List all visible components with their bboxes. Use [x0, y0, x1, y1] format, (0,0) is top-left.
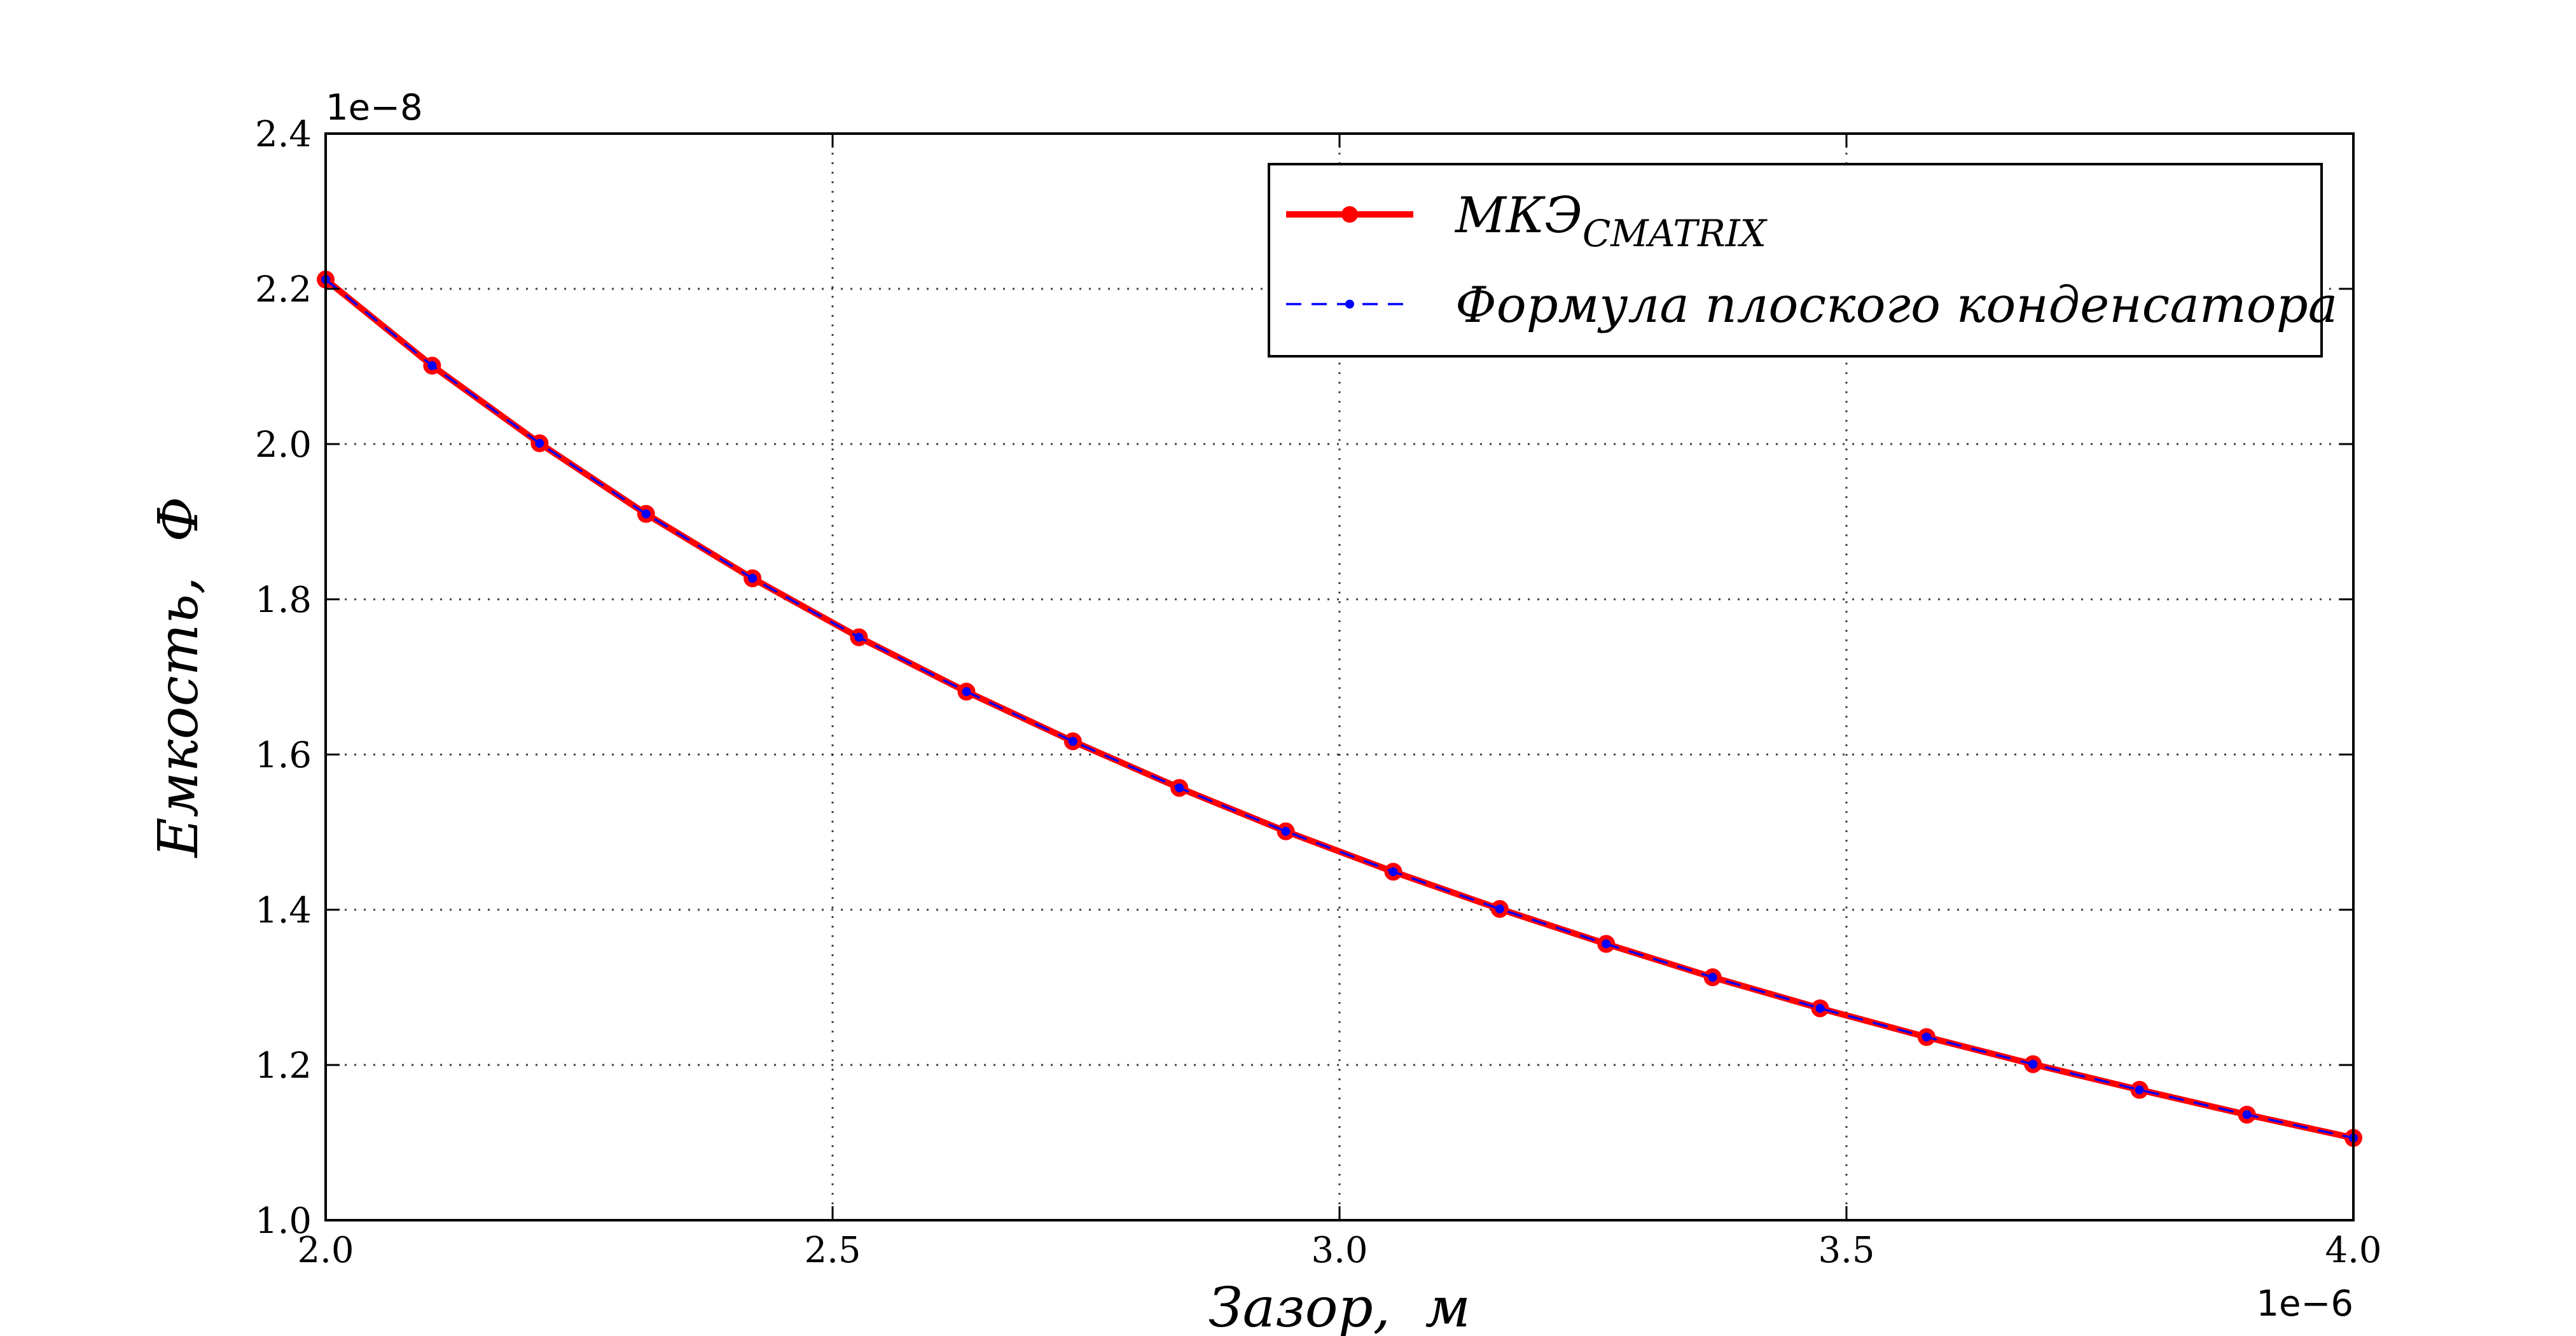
- legend: МКЭCMATRIX Формула плоского конденсатора: [1268, 163, 2337, 358]
- data-point-formula: [2135, 1085, 2144, 1095]
- y-tick-label: 1.6: [255, 735, 312, 776]
- data-point-formula: [427, 361, 437, 370]
- data-point-formula: [1068, 737, 1077, 746]
- data-point-formula: [1175, 783, 1184, 793]
- data-point-formula: [2028, 1059, 2038, 1069]
- y-tick-label: 1.8: [255, 580, 312, 621]
- x-tick-label: 3.0: [1311, 1230, 1368, 1271]
- series-line-fem: [323, 277, 2355, 1141]
- y-tick-label: 1.0: [255, 1200, 312, 1242]
- axis-ticks: 2.0 2.5 3.0 3.5 4.0 1.0 1.2 1.4 1.6 1.8 2.0 2.2 2.4: [255, 114, 2382, 1271]
- x-tick-label: 2.0: [297, 1230, 354, 1271]
- data-point-formula: [1388, 867, 1398, 877]
- legend-marker-fem: [1341, 206, 1358, 223]
- x-axis-exponent: 1e−6: [2256, 1283, 2353, 1325]
- y-axis-exponent: 1e−8: [326, 87, 423, 129]
- x-tick-label: 2.5: [804, 1230, 861, 1271]
- data-point-formula: [1495, 904, 1504, 914]
- y-tick-label: 2.2: [255, 269, 312, 310]
- y-tick-label: 1.4: [255, 890, 312, 931]
- data-point-formula: [1815, 1003, 1825, 1013]
- x-tick-label: 4.0: [2325, 1230, 2381, 1271]
- data-point-formula: [1708, 973, 1717, 982]
- series-line-formula: [324, 278, 2354, 1139]
- data-point-formula: [962, 687, 971, 697]
- x-axis-title: Зазор, м: [1208, 1276, 1471, 1336]
- legend-label-fem-subscript: CMATRIX: [1582, 212, 1768, 255]
- data-point-formula: [748, 574, 758, 583]
- legend-label-formula: Формула плоского конденсатора: [1455, 277, 2337, 334]
- legend-label-fem-main: МКЭ: [1454, 187, 1582, 244]
- data-point-formula: [854, 632, 864, 642]
- y-tick-label: 2.4: [255, 114, 312, 155]
- data-point-formula: [2242, 1110, 2252, 1120]
- legend-label-fem: МКЭCMATRIX: [1454, 187, 1768, 255]
- data-point-formula: [1602, 939, 1611, 949]
- x-tick-label: 3.5: [1818, 1230, 1874, 1271]
- y-tick-label: 1.2: [255, 1045, 312, 1087]
- data-point-formula: [1922, 1033, 1931, 1042]
- data-point-formula: [1281, 826, 1291, 836]
- legend-marker-formula: [1345, 300, 1354, 309]
- y-tick-label: 2.0: [255, 424, 312, 466]
- series-layer: [317, 270, 2362, 1147]
- data-point-formula: [641, 509, 651, 518]
- legend-box: [1268, 163, 2323, 358]
- data-point-formula: [535, 438, 544, 448]
- y-axis-title: Емкость, Ф: [147, 496, 211, 858]
